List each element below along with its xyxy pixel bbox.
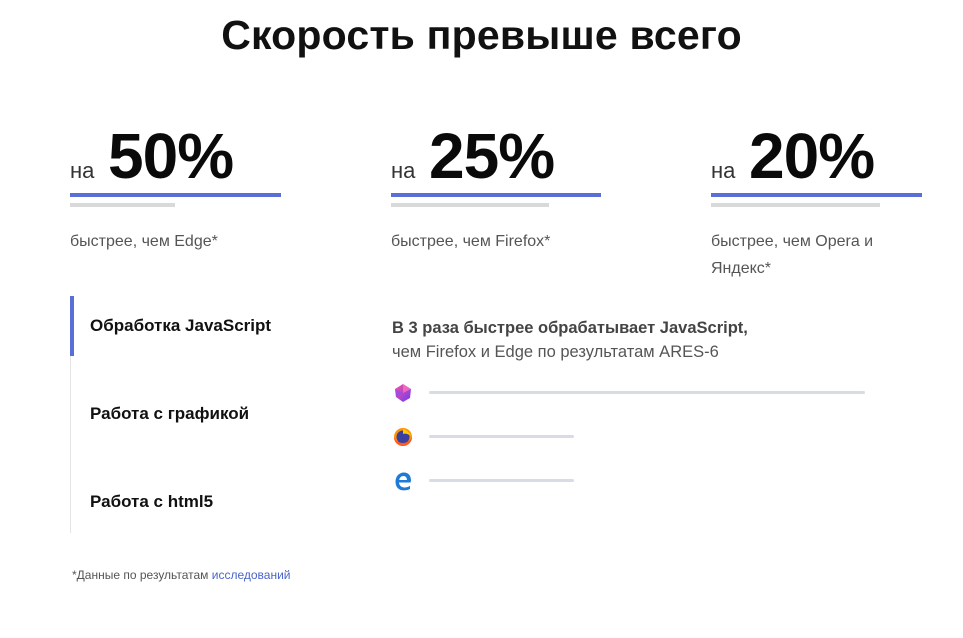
tab-label: Обработка JavaScript [90,316,272,335]
stat-prefix: на [711,158,736,183]
footnote-text: *Данные по результатам [72,568,212,582]
benchmark-bar [429,479,574,482]
tab-graphics[interactable]: Работа с графикой [71,384,321,444]
active-tab-indicator [70,296,74,356]
stat-divider-bar [711,203,880,207]
stat-description: быстрее, чем Edge* [70,233,218,250]
detail-heading: В 3 раза быстрее обрабатывает JavaScript… [392,319,748,337]
stat-accent-bar [391,193,601,197]
benchmark-bar [429,435,574,438]
research-link[interactable]: исследований [211,568,291,582]
browser-row-opera-neon [392,382,872,404]
stat-divider-bar [391,203,549,207]
page-title: Скорость превыше всего [221,12,742,58]
detail-subheading: чем Firefox и Edge по результатам ARES-6 [392,343,719,361]
stat-firefox: на 25% быстрее, чем Firefox* [391,120,606,250]
stat-value: 50% [108,120,234,192]
stat-divider-bar [70,203,175,207]
edge-icon [395,472,411,491]
firefox-icon [394,428,412,446]
benchmark-detail: В 3 раза быстрее обрабатывает JavaScript… [392,316,912,364]
stat-description: быстрее, чем Opera и Яндекс* [711,233,874,277]
stat-opera-yandex: на 20% быстрее, чем Opera и Яндекс* [711,120,926,277]
stat-edge: на 50% быстрее, чем Edge* [70,120,285,250]
tab-javascript[interactable]: Обработка JavaScript [70,296,321,356]
tab-html5[interactable]: Работа с html5 [71,472,321,532]
stat-prefix: на [70,158,95,183]
footnote: *Данные по результатам исследований [72,568,291,582]
stat-accent-bar [70,193,281,197]
stat-value: 25% [429,120,555,192]
stat-value: 20% [749,120,875,192]
benchmark-tabs: Обработка JavaScript Работа с графикой Р… [70,296,331,533]
stat-prefix: на [391,158,416,183]
browser-row-edge [392,470,872,492]
stat-description: быстрее, чем Firefox* [391,233,551,250]
benchmark-bar [429,391,865,394]
stat-accent-bar [711,193,922,197]
browser-row-firefox [392,426,872,448]
tab-label: Работа с графикой [90,404,250,423]
tab-label: Работа с html5 [90,492,214,511]
opera-neon-icon [395,384,411,402]
